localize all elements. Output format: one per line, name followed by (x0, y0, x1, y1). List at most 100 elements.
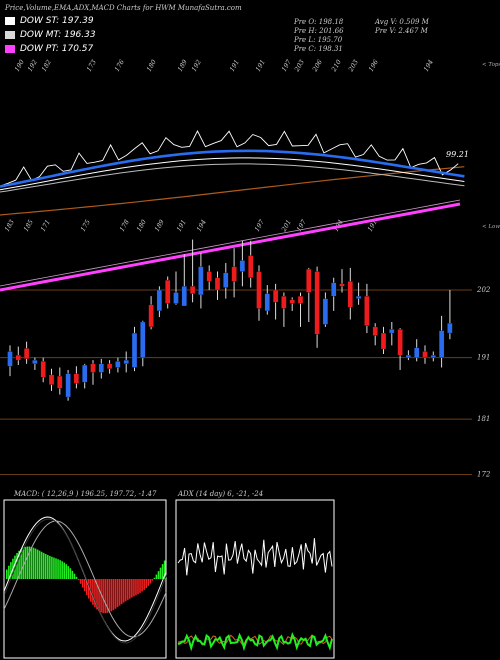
macd-histogram-bar (100, 579, 102, 613)
macd-histogram-bar (16, 552, 18, 579)
dow-pt-line (0, 202, 461, 292)
macd-histogram-bar (83, 579, 86, 592)
legend-label: DOW PT: 170.57 (20, 44, 94, 54)
low-price-label: 185 (22, 218, 35, 233)
candle-body (15, 355, 21, 361)
macd-histogram-bar (102, 579, 104, 614)
top-price-label: 192 (190, 58, 203, 73)
macd-histogram-bar (26, 546, 29, 579)
candle-body (156, 289, 163, 312)
macd-histogram-bar (10, 562, 12, 579)
legend-swatch-white (4, 16, 16, 26)
candle-body (90, 363, 96, 373)
macd-histogram-bar (55, 558, 57, 579)
macd-histogram-bar (36, 549, 39, 579)
top-price-label: 196 (367, 58, 380, 73)
candle-body (297, 295, 304, 304)
top-price-label: 191 (228, 58, 241, 73)
candle-body (364, 295, 370, 326)
macd-histogram-bar (112, 579, 115, 611)
macd-histogram-bar (124, 579, 127, 602)
candle-body (73, 373, 80, 384)
top-price-label: 182 (40, 58, 53, 73)
candle-body (389, 329, 395, 334)
macd-histogram-bar (141, 579, 143, 592)
macd-histogram-bar (24, 546, 27, 579)
macd-histogram-bar (147, 579, 150, 586)
macd-histogram-bar (61, 561, 63, 579)
macd-histogram-bar (120, 579, 123, 605)
macd-histogram-bar (69, 568, 72, 579)
top-price-label: 203 (346, 58, 360, 74)
candle-body (380, 332, 387, 350)
candle-body (48, 374, 55, 385)
low-price-label: 180 (135, 218, 148, 233)
candle-body (181, 286, 187, 307)
macd-histogram-bar (153, 577, 156, 579)
candle-body (148, 304, 154, 328)
candle-body (131, 332, 138, 368)
macd-histogram-bar (157, 571, 160, 579)
adx-caption: ADX (14 day) 6, -21, -24 (178, 490, 264, 498)
low-price-label: 189 (153, 218, 166, 233)
macd-histogram-bar (81, 579, 84, 588)
dow-pt-upper-line (0, 199, 461, 287)
adx-line (177, 538, 333, 576)
macd-histogram-bar (47, 555, 49, 579)
candle-body (23, 348, 30, 360)
legend-swatch-purple (4, 44, 16, 54)
macd-histogram-bar (106, 579, 109, 613)
low-price-label: 183 (3, 218, 16, 233)
info-prev-volume: Pre V: 2.467 M (375, 27, 428, 35)
candle-body (231, 266, 237, 282)
price-axis-label: 191 (477, 354, 490, 362)
candle-body (322, 298, 329, 325)
legend-dow-st: DOW ST: 197.39 (4, 15, 94, 27)
lows-tag: < Lows (482, 224, 500, 230)
candle-body (57, 375, 63, 389)
macd-histogram-bar (65, 564, 68, 579)
candle-body (355, 295, 362, 299)
macd-histogram-bar (75, 576, 78, 579)
macd-histogram-bar (57, 559, 59, 579)
candle-body (123, 359, 129, 364)
adx-panel (175, 499, 335, 659)
macd-histogram-bar (137, 579, 139, 595)
candle-body (40, 361, 46, 378)
macd-histogram-bar (85, 579, 88, 595)
macd-histogram-bar (6, 569, 8, 579)
top-price-label: 192 (26, 58, 39, 73)
candle-body (206, 271, 212, 282)
macd-histogram-bar (114, 579, 117, 609)
legend-label: DOW ST: 197.39 (20, 16, 94, 26)
macd-histogram-bar (51, 556, 53, 579)
top-price-label: 189 (176, 58, 189, 73)
macd-histogram-bar (8, 565, 10, 579)
macd-histogram-bar (122, 579, 125, 603)
ema-long-line (0, 163, 465, 193)
macd-histogram-bar (77, 579, 80, 581)
candle-body (331, 282, 337, 297)
info-prev-low: Pre L: 195.70 (294, 36, 343, 44)
top-price-label: 197 (280, 58, 294, 73)
macd-histogram-bar (96, 579, 98, 610)
legend-dow-mt: DOW MT: 196.33 (4, 29, 96, 41)
ema-slow-line (0, 166, 465, 216)
legend-dow-pt: DOW PT: 170.57 (4, 43, 93, 55)
info-prev-high: Pre H: 201.66 (294, 27, 344, 35)
macd-histogram-bar (149, 579, 152, 584)
candle-body (430, 355, 436, 358)
top-price-label: 190 (13, 58, 26, 73)
macd-histogram-bar (20, 548, 22, 579)
info-prev-open: Pre O: 198.18 (294, 18, 344, 26)
macd-histogram-bar (133, 579, 135, 597)
info-avg-volume: Avg V: 0.509 M (375, 18, 429, 26)
candle-body (115, 361, 121, 368)
macd-histogram-bar (32, 547, 35, 579)
candle-body (397, 329, 403, 356)
macd-shadow-line (4, 518, 168, 644)
info-prev-close: Pre C: 198.31 (294, 45, 343, 53)
macd-histogram-bar (28, 546, 31, 579)
candle-body (447, 323, 453, 334)
macd-signal-line (3, 520, 167, 638)
